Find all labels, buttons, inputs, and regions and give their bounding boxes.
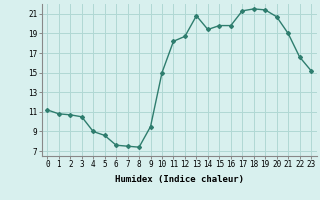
X-axis label: Humidex (Indice chaleur): Humidex (Indice chaleur) — [115, 175, 244, 184]
